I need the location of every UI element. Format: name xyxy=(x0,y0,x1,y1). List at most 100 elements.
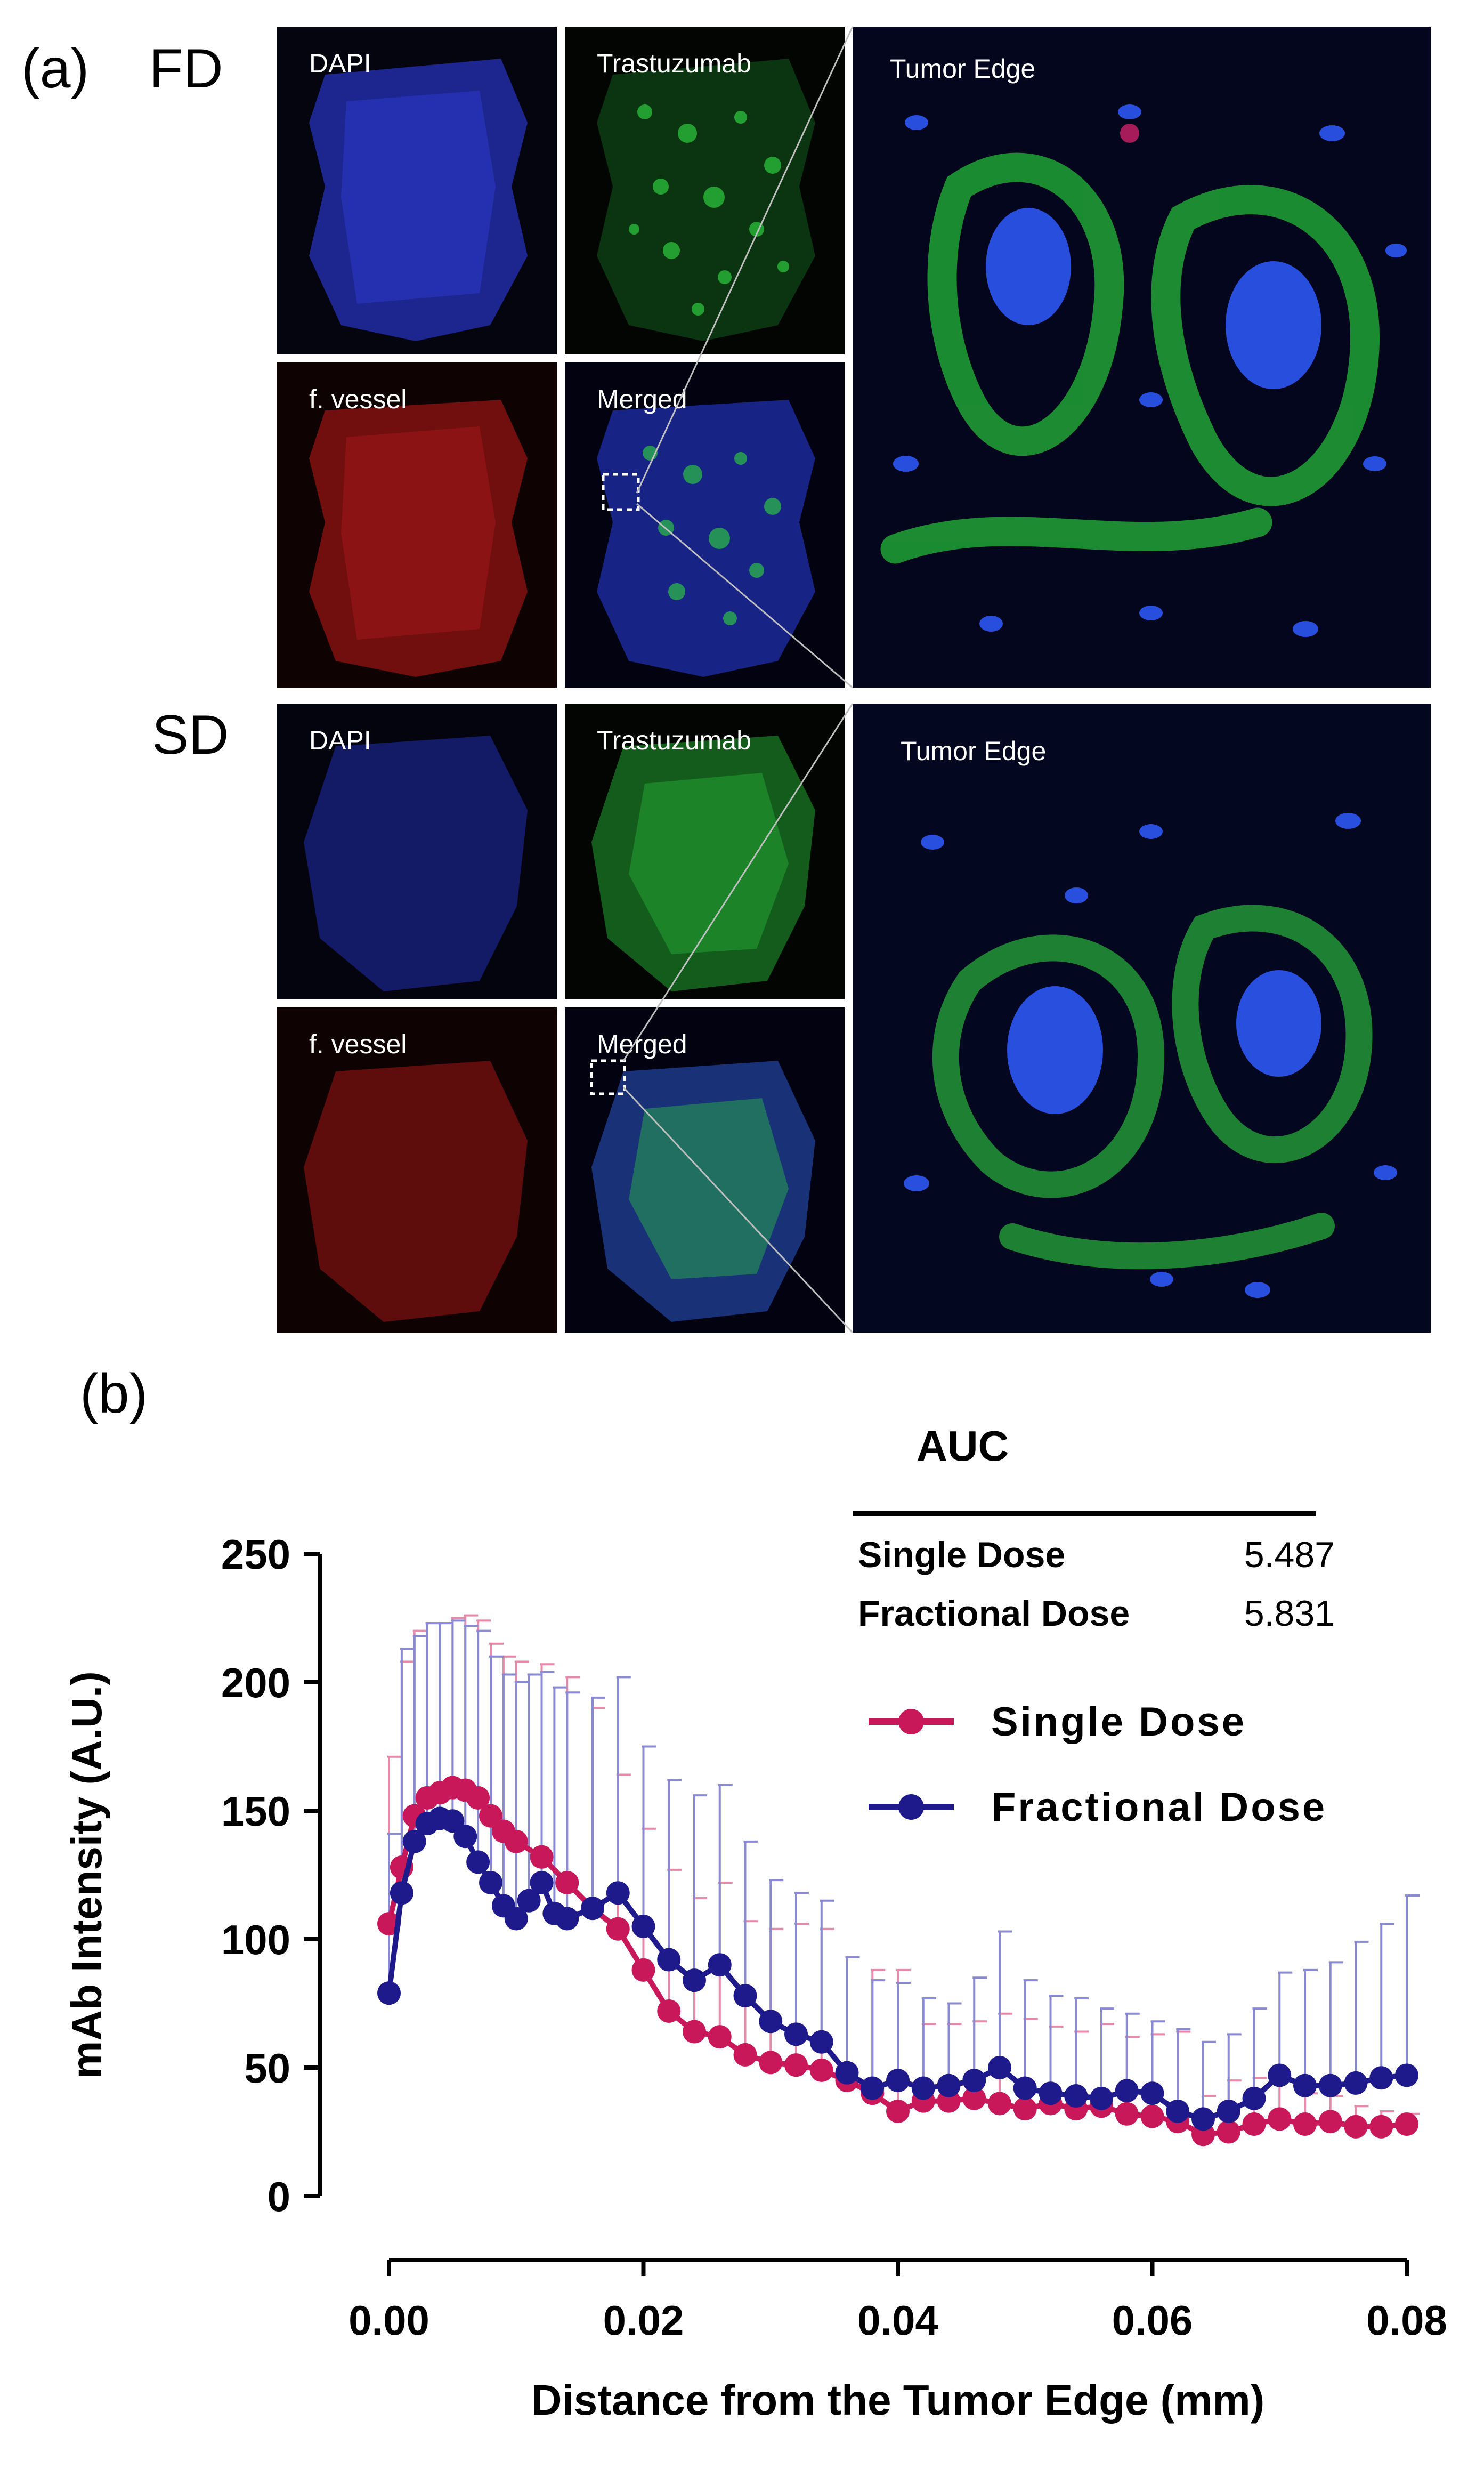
single-dose-point xyxy=(1318,2110,1342,2134)
fractional-dose-point xyxy=(1140,2081,1164,2105)
single-dose-point xyxy=(631,1958,655,1982)
fd-dapi-label: DAPI xyxy=(309,49,371,78)
y-tick-label: 250 xyxy=(221,1531,290,1578)
fractional-dose-point xyxy=(784,2022,808,2046)
single-dose-point xyxy=(1369,2115,1393,2139)
fractional-dose-point xyxy=(479,1870,502,1894)
tissue-section-trastuzumab-icon xyxy=(565,704,845,999)
fractional-dose-point xyxy=(1242,2086,1266,2110)
fractional-dose-point xyxy=(1115,2079,1139,2103)
panel-a-label: (a) xyxy=(21,38,90,100)
tissue-section-dapi-icon xyxy=(277,27,557,354)
y-tick-label: 150 xyxy=(221,1788,290,1835)
fractional-dose-point xyxy=(733,1984,757,2008)
fractional-dose-point xyxy=(1039,2081,1063,2105)
fractional-dose-point xyxy=(1395,2063,1418,2087)
sd-dapi-image: DAPI xyxy=(277,704,557,999)
fractional-dose-point xyxy=(886,2069,910,2093)
y-tick-label: 50 xyxy=(244,2045,290,2092)
sd-dapi-label: DAPI xyxy=(309,725,371,755)
single-dose-point xyxy=(886,2099,910,2123)
fractional-dose-point xyxy=(466,1850,490,1874)
auc-row-value: 5.487 xyxy=(1244,1535,1335,1575)
fd-merged-label: Merged xyxy=(597,384,687,414)
single-dose-point xyxy=(504,1829,528,1853)
single-dose-point xyxy=(555,1870,579,1894)
fractional-dose-point xyxy=(759,2010,783,2034)
sd-merged-label: Merged xyxy=(597,1029,687,1059)
auc-row-name: Fractional Dose xyxy=(858,1593,1130,1634)
fractional-dose-point xyxy=(809,2030,833,2054)
single-dose-point xyxy=(1140,2104,1164,2128)
fractional-dose-legend-marker xyxy=(898,1794,924,1820)
auc-row-value: 5.831 xyxy=(1244,1593,1335,1634)
single-dose-point xyxy=(606,1917,630,1941)
sd-vessel-image: f. vessel xyxy=(277,1007,557,1333)
fractional-dose-point xyxy=(911,2076,935,2100)
x-tick-label: 0.06 xyxy=(1112,2297,1193,2344)
tissue-section-vessel-icon xyxy=(277,1007,557,1333)
single-dose-point xyxy=(1344,2115,1368,2139)
fractional-dose-point xyxy=(683,1968,706,1992)
single-dose-point xyxy=(683,2020,706,2044)
sd-merged-image: Merged xyxy=(565,1007,845,1333)
fractional-dose-point xyxy=(1191,2107,1215,2131)
auc-title: AUC xyxy=(917,1422,1009,1470)
single-dose-point xyxy=(759,2051,783,2075)
fractional-dose-point xyxy=(631,1914,655,1938)
fractional-dose-point xyxy=(504,1907,528,1931)
fractional-dose-point xyxy=(441,1809,465,1833)
single-dose-point xyxy=(466,1786,490,1810)
auc-row-name: Single Dose xyxy=(858,1535,1065,1575)
fractional-dose-legend-label: Fractional Dose xyxy=(991,1785,1327,1830)
fractional-dose-point xyxy=(937,2073,961,2097)
fractional-dose-point xyxy=(1293,2073,1317,2097)
tumor-edge-zoom-icon xyxy=(853,704,1431,1333)
fractional-dose-point xyxy=(402,1829,426,1853)
single-dose-point xyxy=(733,2043,757,2067)
fd-dapi-image: DAPI xyxy=(277,27,557,354)
x-axis-label: Distance from the Tumor Edge (mm) xyxy=(531,2376,1264,2424)
fd-group-label: FD xyxy=(149,38,223,100)
fd-vessel-label: f. vessel xyxy=(309,384,407,414)
fractional-dose-point xyxy=(1268,2063,1292,2087)
single-dose-point xyxy=(1293,2112,1317,2136)
fractional-dose-point xyxy=(390,1881,413,1905)
fractional-dose-point xyxy=(988,2056,1011,2079)
fractional-dose-point xyxy=(657,1948,681,1972)
sd-tumor-edge-label: Tumor Edge xyxy=(901,736,1047,766)
fractional-dose-point xyxy=(1013,2076,1037,2100)
single-dose-point xyxy=(479,1804,502,1828)
fractional-dose-point xyxy=(708,1953,732,1977)
tissue-section-vessel-icon xyxy=(277,362,557,688)
panel-b-label: (b) xyxy=(80,1363,148,1425)
fractional-dose-point xyxy=(1318,2073,1342,2097)
single-dose-point xyxy=(1217,2120,1240,2144)
tissue-section-merged-icon xyxy=(565,362,845,688)
fractional-dose-point xyxy=(1064,2084,1088,2108)
tissue-section-dapi-icon xyxy=(277,704,557,999)
tumor-edge-zoom-icon xyxy=(853,27,1431,688)
y-tick-label: 0 xyxy=(267,2173,290,2220)
sd-group-label: SD xyxy=(152,704,229,766)
fractional-dose-point xyxy=(1166,2099,1190,2123)
fractional-dose-point xyxy=(606,1881,630,1905)
fractional-dose-point xyxy=(453,1825,477,1849)
x-tick-label: 0.08 xyxy=(1366,2297,1447,2344)
fractional-dose-point xyxy=(1369,2066,1393,2090)
single-dose-legend-label: Single Dose xyxy=(991,1699,1246,1745)
single-dose-point xyxy=(1268,2107,1292,2131)
fd-tumor-edge-label: Tumor Edge xyxy=(890,54,1036,84)
fd-tumor-edge-zoom: Tumor Edge xyxy=(853,27,1431,688)
fractional-dose-point xyxy=(377,1981,401,2005)
zoom-connector-lines xyxy=(622,26,854,1333)
single-dose-point xyxy=(962,2086,986,2110)
intensity-chart: (b) 0 50 100 150 200 250 0.00 0.02 0.04 0.06 0.08 D… xyxy=(63,1363,1447,2424)
single-dose-point xyxy=(708,2025,732,2049)
single-dose-point xyxy=(1395,2112,1418,2136)
fractional-dose-point xyxy=(1217,2099,1240,2123)
fd-trastuzumab-image: Trastuzumab xyxy=(565,27,845,354)
single-dose-point xyxy=(988,2092,1011,2116)
fractional-dose-point xyxy=(861,2076,885,2100)
fractional-dose-point xyxy=(530,1870,554,1894)
